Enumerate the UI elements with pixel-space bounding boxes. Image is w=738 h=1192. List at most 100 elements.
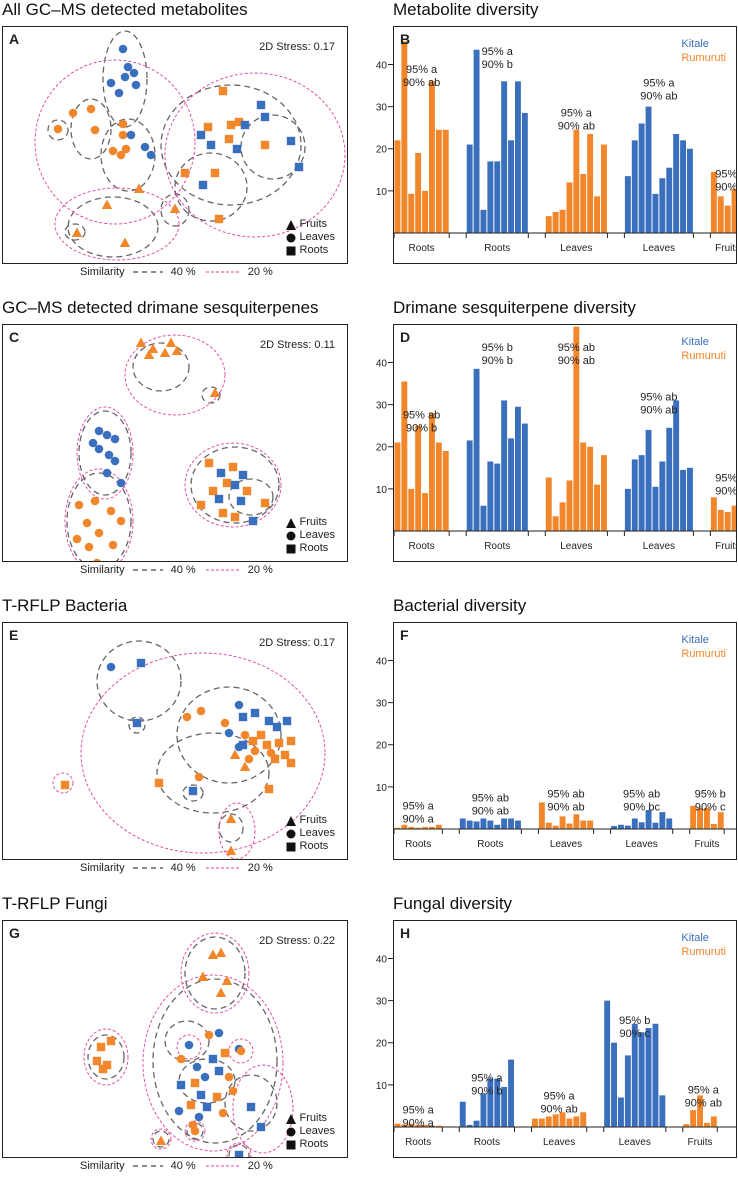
sample-roots-point bbox=[196, 130, 206, 140]
sample-roots-point bbox=[256, 1122, 266, 1132]
sample-roots-point bbox=[92, 1056, 102, 1066]
significance-label: 90% b bbox=[406, 422, 437, 434]
sample-leaves-point bbox=[118, 130, 128, 140]
similarity-legend: Similarity 40 % 20 % bbox=[80, 862, 273, 874]
bar bbox=[624, 825, 631, 829]
bar bbox=[717, 812, 724, 829]
sample-roots-point bbox=[238, 712, 248, 722]
nmds-panel-c: GC–MS detected drimane sesquiterpenes C … bbox=[0, 298, 369, 596]
sample-roots-point bbox=[198, 180, 208, 190]
sample-fruits-point bbox=[159, 347, 171, 357]
bar bbox=[415, 425, 422, 531]
sample-fruits-point bbox=[221, 975, 233, 985]
bar bbox=[604, 1000, 611, 1127]
significance-label: 95% a bbox=[403, 1104, 435, 1116]
sample-leaves-point bbox=[53, 124, 63, 134]
bar bbox=[487, 820, 494, 829]
sample-roots-point bbox=[220, 1048, 230, 1058]
y-tick-label: 20 bbox=[376, 443, 388, 454]
bar bbox=[494, 161, 501, 233]
similarity-40-ellipse bbox=[182, 784, 204, 802]
bar bbox=[442, 129, 449, 233]
sample-roots-point bbox=[260, 498, 270, 508]
sample-leaves-point bbox=[90, 125, 100, 135]
triangle-icon bbox=[285, 517, 296, 528]
sample-roots-point bbox=[228, 462, 238, 472]
similarity-20-ellipse bbox=[184, 442, 282, 528]
significance-label: 95% ab bbox=[472, 792, 509, 804]
similarity-40-ellipse bbox=[152, 978, 278, 1144]
significance-label: 90% ab bbox=[472, 805, 509, 817]
bar bbox=[566, 1118, 573, 1127]
sample-roots-point bbox=[222, 478, 232, 488]
sample-roots-point bbox=[214, 214, 224, 224]
sample-leaves-point bbox=[131, 80, 141, 90]
y-tick-label: 40 bbox=[376, 656, 388, 667]
bar bbox=[704, 1122, 710, 1127]
bar bbox=[659, 178, 666, 233]
sample-leaves-point bbox=[118, 119, 128, 129]
similarity-40-ellipse bbox=[78, 410, 132, 496]
sample-leaves-point bbox=[123, 62, 133, 72]
shape-legend: Fruits Leaves Roots bbox=[285, 218, 335, 257]
panel-label: D bbox=[400, 329, 411, 345]
bar bbox=[466, 1124, 473, 1127]
bar bbox=[559, 502, 566, 531]
similarity-legend: Similarity 40 % 20 % bbox=[80, 1160, 273, 1172]
y-tick-label: 20 bbox=[376, 145, 388, 156]
legend-roots: Roots bbox=[299, 1138, 329, 1150]
similarity-20-ellipse bbox=[64, 468, 134, 561]
sample-roots-point bbox=[188, 786, 198, 796]
sample-roots-point bbox=[196, 1090, 206, 1100]
y-tick-label: 30 bbox=[376, 401, 388, 412]
legend-kitale: Kitale bbox=[681, 634, 709, 646]
x-group-label: Fruits bbox=[688, 1137, 713, 1148]
panel-title: Metabolite diversity bbox=[393, 0, 539, 19]
bar bbox=[408, 826, 415, 829]
circle-icon bbox=[286, 531, 296, 540]
significance-label: 90% bc bbox=[623, 801, 660, 813]
similarity-40: 40 % bbox=[170, 266, 196, 278]
bar bbox=[422, 826, 428, 829]
x-group-label: Roots bbox=[484, 541, 510, 552]
significance-label: 95% a bbox=[715, 169, 736, 181]
significance-label: 90% ab bbox=[558, 120, 595, 132]
similarity-20-ellipse bbox=[218, 802, 256, 859]
sample-roots-point bbox=[260, 140, 270, 150]
bar bbox=[666, 167, 673, 233]
bar bbox=[566, 182, 573, 233]
bar bbox=[666, 427, 673, 531]
bar bbox=[659, 461, 666, 531]
similarity-40-ellipse bbox=[160, 84, 302, 206]
dash-20-icon bbox=[205, 1165, 240, 1167]
panel-label: B bbox=[400, 31, 411, 47]
sample-fruits-point bbox=[71, 227, 83, 237]
y-tick-label: 30 bbox=[376, 699, 388, 710]
legend-leaves: Leaves bbox=[299, 1125, 335, 1137]
sample-roots-point bbox=[98, 1064, 108, 1074]
similarity-40-ellipse bbox=[176, 686, 282, 784]
similarity-40-ellipse bbox=[152, 1130, 170, 1148]
similarity-20-ellipse bbox=[142, 974, 284, 1152]
significance-label: 95% ab bbox=[640, 391, 677, 403]
bar bbox=[435, 442, 442, 531]
legend-fruits: Fruits bbox=[299, 218, 328, 230]
plot-box: A 2D Stress: 0.17 Fruits Leaves Roots bbox=[2, 26, 348, 264]
sample-roots-point bbox=[242, 486, 252, 496]
similarity-40: 40 % bbox=[170, 862, 196, 874]
sample-fruits-point bbox=[207, 949, 219, 959]
bar bbox=[501, 400, 508, 531]
bar bbox=[545, 477, 552, 531]
x-group-label: Leaves bbox=[560, 243, 592, 254]
sample-leaves-point bbox=[176, 1054, 186, 1064]
significance-label: 95% a bbox=[403, 800, 435, 812]
significance-label: 95% a bbox=[715, 473, 736, 485]
bar bbox=[508, 1059, 514, 1127]
bar bbox=[611, 1042, 617, 1127]
bar bbox=[401, 381, 408, 531]
legend-roots: Roots bbox=[299, 542, 329, 554]
bar-panel-f: Bacterial diversity Roots 95% a 90% a Roots… bbox=[369, 596, 738, 894]
bar bbox=[580, 1112, 587, 1127]
